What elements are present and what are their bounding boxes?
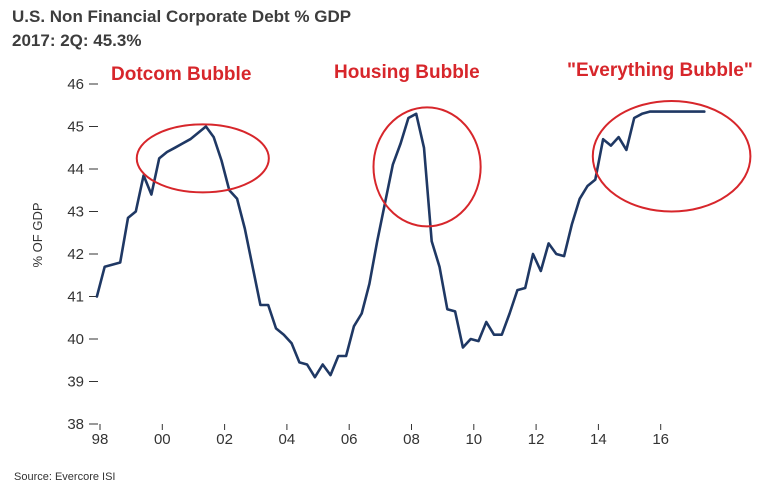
y-tick-label: 46 xyxy=(67,76,84,93)
y-tick-label: 43 xyxy=(67,204,84,221)
y-tick-label: 41 xyxy=(67,289,84,306)
y-tick-label: 44 xyxy=(67,161,84,178)
chart-subtitle: 2017: 2Q: 45.3% xyxy=(12,31,142,50)
annotation-dotcom-bubble: Dotcom Bubble xyxy=(111,64,252,85)
annotation-everything-bubble: "Everything Bubble" xyxy=(567,60,753,81)
annotation-housing-bubble: Housing Bubble xyxy=(334,62,480,83)
x-tick-label: 98 xyxy=(92,431,109,448)
y-axis: 38 39 40 41 42 43 44 45 46 xyxy=(67,76,98,433)
x-tick-label: 16 xyxy=(652,431,669,448)
x-tick-label: 10 xyxy=(465,431,482,448)
y-tick-label: 45 xyxy=(67,119,84,136)
y-axis-label: % OF GDP xyxy=(30,202,45,267)
x-tick-label: 06 xyxy=(341,431,358,448)
y-tick-label: 38 xyxy=(67,416,84,433)
x-tick-label: 08 xyxy=(403,431,420,448)
x-axis: 98 00 02 04 06 08 10 12 14 16 xyxy=(92,424,669,448)
y-tick-label: 40 xyxy=(67,331,84,348)
series-line-debt-gdp xyxy=(95,110,706,379)
highlight-circles xyxy=(135,100,752,228)
x-tick-label: 02 xyxy=(216,431,233,448)
y-tick-label: 42 xyxy=(67,246,84,263)
source-note: Source: Evercore ISI xyxy=(14,471,116,483)
x-tick-label: 12 xyxy=(528,431,545,448)
x-tick-label: 00 xyxy=(154,431,171,448)
x-tick-label: 04 xyxy=(279,431,296,448)
highlight-circle-0 xyxy=(135,123,270,194)
highlight-circle-2 xyxy=(591,100,752,213)
x-tick-label: 14 xyxy=(590,431,607,448)
chart-title: U.S. Non Financial Corporate Debt % GDP xyxy=(12,7,352,26)
highlight-circle-1 xyxy=(372,106,482,228)
y-tick-label: 39 xyxy=(67,374,84,391)
